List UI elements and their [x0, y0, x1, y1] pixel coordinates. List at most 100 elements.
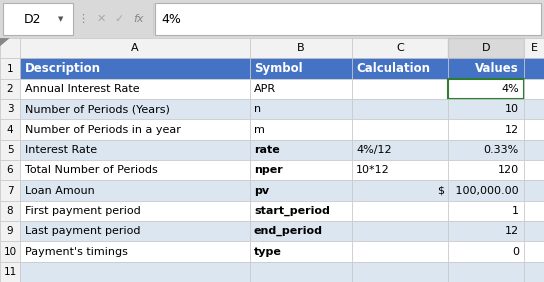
Bar — [250, 99, 352, 119]
Text: 9: 9 — [7, 226, 13, 236]
Bar — [524, 58, 544, 79]
Bar — [352, 221, 448, 241]
Text: 120: 120 — [498, 165, 519, 175]
Text: 4%: 4% — [501, 84, 519, 94]
Bar — [352, 119, 448, 140]
Bar — [448, 180, 524, 201]
Bar — [352, 241, 448, 262]
Bar — [448, 262, 524, 282]
Bar — [250, 180, 352, 201]
Text: APR: APR — [254, 84, 276, 94]
Bar — [352, 140, 448, 160]
Bar — [20, 262, 250, 282]
Text: rate: rate — [254, 145, 280, 155]
Bar — [0, 221, 20, 241]
Bar — [524, 221, 544, 241]
Bar — [20, 241, 250, 262]
Text: D: D — [482, 43, 490, 53]
Bar — [20, 140, 250, 160]
Text: D2: D2 — [23, 12, 41, 26]
Text: Values: Values — [475, 62, 519, 75]
Bar — [524, 262, 544, 282]
Bar — [20, 119, 250, 140]
Bar — [0, 38, 20, 58]
Bar — [448, 201, 524, 221]
Text: Number of Periods (Years): Number of Periods (Years) — [25, 104, 170, 114]
Text: 0.33%: 0.33% — [484, 145, 519, 155]
Text: $   100,000.00: $ 100,000.00 — [438, 186, 519, 195]
Text: E: E — [530, 43, 537, 53]
Bar — [448, 221, 524, 241]
Bar — [0, 201, 20, 221]
Bar — [448, 58, 524, 79]
Bar — [448, 140, 524, 160]
Bar — [250, 119, 352, 140]
Text: A: A — [131, 43, 139, 53]
Bar — [250, 140, 352, 160]
Bar — [0, 99, 20, 119]
Text: 4%/12: 4%/12 — [356, 145, 392, 155]
Text: ⋮: ⋮ — [77, 14, 89, 24]
Text: 10: 10 — [3, 246, 16, 257]
Bar — [250, 79, 352, 99]
Bar — [352, 180, 448, 201]
Text: ✓: ✓ — [114, 14, 123, 24]
Bar — [524, 99, 544, 119]
Text: Loan Amoun: Loan Amoun — [25, 186, 95, 195]
Bar — [0, 79, 20, 99]
Bar — [524, 201, 544, 221]
Text: 12: 12 — [505, 226, 519, 236]
Bar — [0, 140, 20, 160]
Bar — [524, 140, 544, 160]
Text: Payment's timings: Payment's timings — [25, 246, 128, 257]
Bar — [352, 160, 448, 180]
Bar — [0, 160, 20, 180]
Bar — [524, 119, 544, 140]
Text: type: type — [254, 246, 282, 257]
Bar — [3, 3, 73, 35]
Text: 0: 0 — [512, 246, 519, 257]
Bar — [352, 58, 448, 79]
Text: C: C — [396, 43, 404, 53]
Bar — [524, 160, 544, 180]
Text: ▼: ▼ — [58, 16, 63, 22]
Bar — [20, 160, 250, 180]
Bar — [0, 262, 20, 282]
Text: Calculation: Calculation — [356, 62, 430, 75]
Bar — [524, 180, 544, 201]
Text: fx: fx — [134, 14, 144, 24]
Text: Total Number of Periods: Total Number of Periods — [25, 165, 158, 175]
Text: 1: 1 — [7, 63, 13, 74]
Bar — [20, 79, 250, 99]
Bar — [0, 58, 20, 79]
Bar — [448, 119, 524, 140]
Polygon shape — [0, 38, 10, 46]
Bar — [352, 201, 448, 221]
Bar — [524, 79, 544, 99]
Bar — [20, 201, 250, 221]
Text: 4: 4 — [7, 125, 13, 135]
Text: Last payment period: Last payment period — [25, 226, 140, 236]
Bar — [352, 38, 448, 58]
Bar — [250, 262, 352, 282]
Text: Interest Rate: Interest Rate — [25, 145, 97, 155]
Bar — [0, 241, 20, 262]
Text: end_period: end_period — [254, 226, 323, 236]
Bar — [524, 38, 544, 58]
Bar — [448, 99, 524, 119]
Text: Symbol: Symbol — [254, 62, 302, 75]
Text: n: n — [254, 104, 261, 114]
Text: 1: 1 — [512, 206, 519, 216]
Text: 12: 12 — [505, 125, 519, 135]
Bar — [155, 3, 541, 35]
Bar — [448, 160, 524, 180]
Text: B: B — [297, 43, 305, 53]
Bar — [0, 119, 20, 140]
Bar — [448, 241, 524, 262]
Bar — [448, 38, 524, 58]
Text: 4%: 4% — [161, 12, 181, 26]
Bar — [0, 180, 20, 201]
Text: 10*12: 10*12 — [356, 165, 390, 175]
Text: Annual Interest Rate: Annual Interest Rate — [25, 84, 140, 94]
Bar — [352, 262, 448, 282]
